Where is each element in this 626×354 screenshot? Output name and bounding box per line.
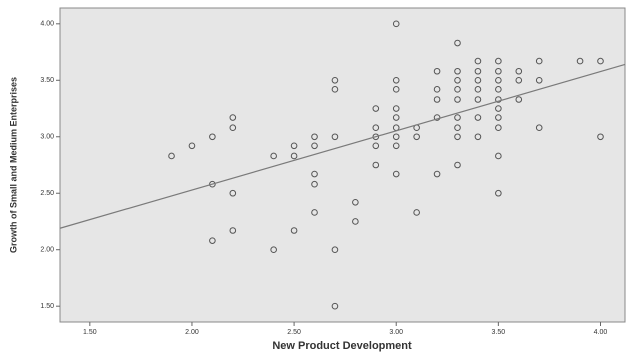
point [209,133,216,141]
point [311,170,318,178]
point [392,20,400,28]
point [454,124,461,132]
point [495,152,502,160]
plot-area [59,7,626,323]
point [311,180,318,188]
point [311,209,318,216]
point [352,198,359,206]
x-tick-label: 1.50 [83,329,97,336]
point [474,67,482,75]
point [495,114,502,121]
point [311,133,318,141]
point [597,133,604,141]
point [209,237,216,244]
point [495,105,502,112]
x-tick-label: 3.00 [389,329,403,336]
point [495,96,502,103]
point [454,67,461,75]
point [597,57,604,65]
point [433,67,441,75]
point [495,124,502,132]
point [454,39,461,47]
point [454,96,461,103]
point [474,76,482,84]
point [229,124,237,132]
x-tick-label: 2.50 [287,329,301,336]
point [270,152,277,160]
point [433,96,441,103]
point [495,86,502,93]
x-tick-label: 4.00 [594,329,608,336]
y-tick-label: 4.00 [40,21,54,28]
point [392,105,400,112]
point [372,105,380,112]
point [392,114,400,121]
point [495,67,502,75]
point [372,124,380,132]
point [413,133,420,141]
point [331,76,339,84]
y-tick-label: 2.00 [40,247,54,254]
point [311,142,318,150]
point [168,152,175,160]
point [535,124,543,132]
y-tick-label: 3.00 [40,134,54,141]
point [392,133,400,141]
point [495,76,502,84]
point [229,227,237,234]
point [495,189,502,197]
y-tick-label: 1.50 [40,303,54,310]
point [209,180,216,188]
point [454,76,461,84]
point [495,57,502,65]
point [331,133,339,141]
point [535,76,543,84]
x-tick-label: 2.00 [185,329,199,336]
point [515,67,523,75]
point [290,152,298,160]
point [474,114,482,121]
x-tick-label: 3.50 [492,329,506,336]
point [515,96,523,103]
point [229,114,237,121]
y-tick-label: 2.50 [40,190,54,197]
point [474,133,482,141]
point [352,218,359,225]
point [535,57,543,65]
point [515,76,523,84]
point [454,161,461,169]
point [392,170,400,178]
y-axis-title: Growth of Small and Medium Enterprises [8,77,18,253]
point [433,170,441,178]
fit-line [59,63,626,229]
point [454,86,461,93]
point [392,86,400,93]
point [372,161,380,169]
point [372,142,380,150]
point [413,209,420,216]
point [188,142,196,150]
point [474,86,482,93]
point [576,57,584,65]
y-tick-label: 3.50 [40,77,54,84]
point [290,227,298,234]
point [331,302,339,310]
point [331,86,339,93]
point [331,246,339,254]
point [454,133,461,141]
point [270,246,277,254]
point [372,133,380,141]
point [454,114,461,121]
point [474,96,482,103]
point [392,142,400,150]
point [392,76,400,84]
point [229,189,237,197]
point [433,86,441,93]
point [474,57,482,65]
point [290,142,298,150]
x-axis-title: New Product Development [272,340,412,352]
